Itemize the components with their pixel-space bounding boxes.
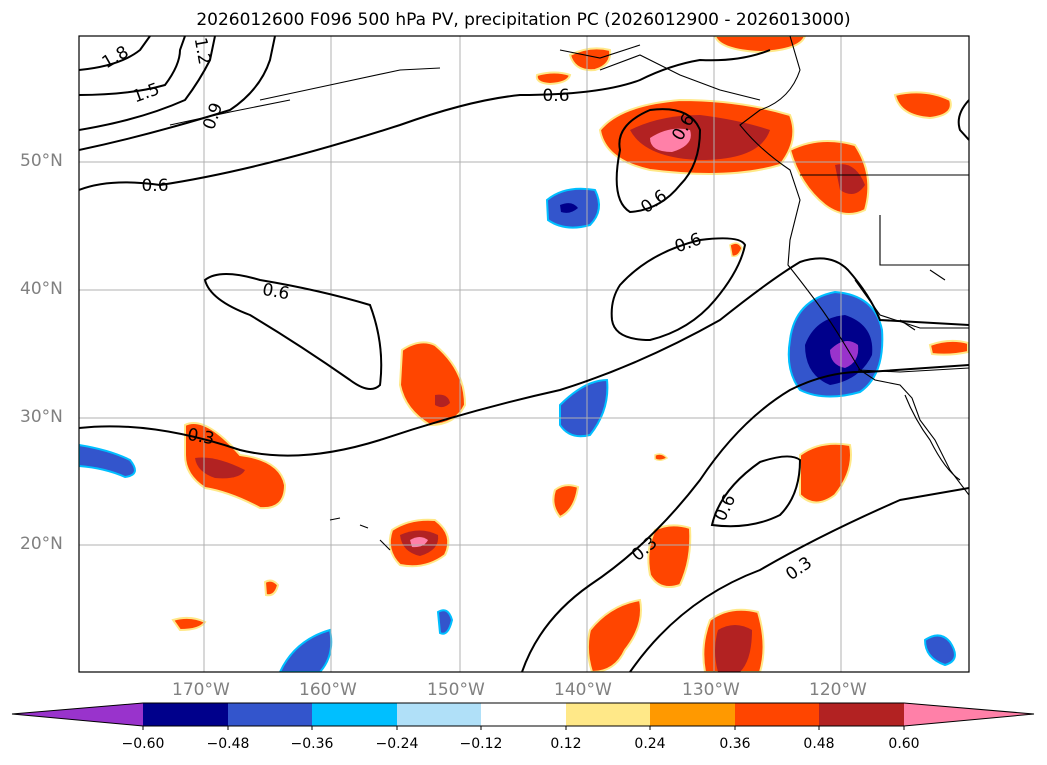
colorbar-tick-label: 0.12 [550, 736, 582, 752]
colorbar-tick-label: −0.24 [375, 736, 419, 752]
contour-label: 1.2 [190, 36, 214, 66]
colorbar-tick-label: 0.36 [719, 736, 751, 752]
precip-negative-regions [79, 187, 956, 672]
contour-label: 0.6 [261, 280, 291, 304]
colorbar-tick-label: −0.36 [290, 736, 334, 752]
lat-label: 30°N [20, 407, 63, 427]
contour-label: 0.3 [186, 425, 216, 449]
colorbar-bin [228, 703, 312, 726]
lon-label: 160°W [299, 680, 357, 700]
map-title: 2026012600 F096 500 hPa PV, precipitatio… [196, 10, 851, 30]
lat-label: 50°N [20, 151, 63, 171]
colorbar-bin [566, 703, 650, 726]
colorbar-bin [735, 703, 819, 726]
gridlines [79, 36, 969, 672]
colorbar-tick-label: 0.24 [634, 736, 666, 752]
map-frame [78, 35, 970, 673]
colorbar-tick-label: 0.48 [803, 736, 835, 752]
colorbar-tick-label: −0.48 [206, 736, 250, 752]
colorbar-bin [650, 703, 735, 726]
precip-positive-regions [171, 36, 969, 672]
colorbar-bin [481, 703, 566, 726]
colorbar-tick-label: 0.60 [888, 736, 920, 752]
lat-label: 20°N [20, 534, 63, 554]
contour-label: 0.6 [141, 176, 168, 196]
colorbar-bin [312, 703, 397, 726]
lon-label: 150°W [427, 680, 485, 700]
colorbar-bin [397, 703, 481, 726]
contour-label: 0.6 [542, 86, 569, 106]
lat-label: 40°N [20, 279, 63, 299]
colorbar-tick-label: −0.12 [459, 736, 503, 752]
colorbar-bin [819, 703, 904, 726]
lon-label: 170°W [172, 680, 230, 700]
lon-label: 120°W [809, 680, 867, 700]
pv-contours [79, 36, 969, 672]
lon-label: 140°W [554, 680, 612, 700]
colorbar [11, 702, 1035, 730]
colorbar-tick-label: −0.60 [121, 736, 165, 752]
colorbar-bin [143, 703, 228, 726]
lon-label: 130°W [682, 680, 740, 700]
colorbar-extend-high [904, 703, 1034, 726]
colorbar-extend-low [12, 703, 143, 726]
